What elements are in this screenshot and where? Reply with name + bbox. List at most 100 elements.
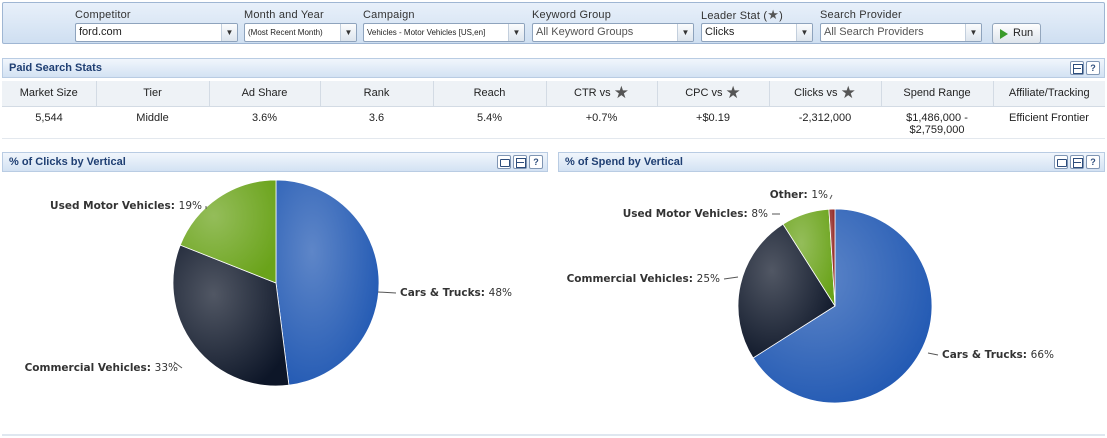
pie-label-commercial-vehicles: Commercial Vehicles: 25% (567, 273, 720, 285)
run-button[interactable]: Run (992, 23, 1041, 44)
spend-by-vertical-pie-chart: Cars & Trucks: 66% Commercial Vehicles: 2… (567, 189, 1054, 404)
star-icon: ★ (725, 83, 741, 103)
pie-label-name: Used Motor Vehicles: (50, 200, 179, 212)
column-header[interactable]: Market Size (2, 81, 97, 107)
pie-slice-commercial-vehicles[interactable] (737, 223, 836, 359)
leader-stat-label-end: ) (779, 10, 783, 22)
table-row: 5,544 Middle 3.6% 3.6 5.4% +0.7% +$0.19 … (2, 106, 1105, 139)
pie-slice-other[interactable] (828, 208, 836, 307)
star-icon: ★ (767, 7, 780, 22)
column-header[interactable]: Reach (433, 81, 547, 107)
leader-line (829, 194, 833, 200)
chevron-down-icon[interactable]: ▼ (508, 24, 524, 41)
competitor-select[interactable]: ford.com ▼ (75, 23, 238, 42)
table-cell: 3.6% (209, 106, 320, 139)
panel-tools: ? (1070, 61, 1100, 75)
column-header-cpc[interactable]: CPC vs ★ (657, 81, 770, 107)
panel-tools: ? (1054, 155, 1100, 169)
month-year-label: Month and Year (244, 9, 324, 21)
spend-by-vertical-header: % of Spend by Vertical ? (558, 152, 1105, 172)
campaign-value: Vehicles - Motor Vehicles [US,en] (367, 28, 486, 37)
column-header-ctr[interactable]: CTR vs ★ (546, 81, 658, 107)
pie-label-name: Commercial Vehicles: (25, 362, 155, 374)
pie-label-other: Other: 1% (770, 189, 828, 201)
help-icon[interactable]: ? (1086, 61, 1100, 75)
help-icon[interactable]: ? (529, 155, 543, 169)
pie-label-cars-and-trucks: Cars & Trucks: 66% (942, 349, 1054, 361)
panel-tools: ? (497, 155, 543, 169)
table-cell: 5.4% (433, 106, 546, 139)
pie-slice-used-motor-vehicles[interactable] (179, 179, 277, 284)
leader-stat-value: Clicks (705, 26, 735, 38)
pie-label-used-motor-vehicles: Used Motor Vehicles: 8% (623, 208, 768, 220)
pie-slice-cars-and-trucks[interactable] (275, 179, 380, 386)
chevron-down-icon[interactable]: ▼ (796, 24, 812, 41)
column-header[interactable]: Spend Range (881, 81, 994, 107)
pie-label-name: Used Motor Vehicles: (623, 208, 752, 220)
column-header[interactable]: Ad Share (209, 81, 321, 107)
leader-stat-filter: Leader Stat (★) Clicks ▼ (701, 8, 813, 42)
chevron-down-icon[interactable]: ▼ (221, 24, 237, 41)
table-cell: 3.6 (320, 106, 433, 139)
leader-line (927, 352, 939, 356)
pie-slice-cars-and-trucks[interactable] (752, 208, 933, 404)
pie-label-name: Commercial Vehicles: (567, 273, 697, 285)
campaign-filter: Campaign Vehicles - Motor Vehicles [US,e… (363, 8, 525, 42)
table-cell: 5,544 (2, 106, 96, 139)
competitor-label: Competitor (75, 9, 131, 21)
spend-range-line2: $2,759,000 (909, 123, 965, 136)
keyword-group-value: All Keyword Groups (536, 26, 634, 38)
search-provider-value: All Search Providers (824, 26, 924, 38)
pie-label-name: Other: (770, 189, 812, 201)
pie-label-cars-and-trucks: Cars & Trucks: 48% (400, 287, 512, 299)
filter-bar: Competitor ford.com ▼ Month and Year (Mo… (2, 2, 1105, 44)
panel-title: % of Spend by Vertical (565, 156, 683, 168)
leader-stat-select[interactable]: Clicks ▼ (701, 23, 813, 42)
table-cell: -2,312,000 (769, 106, 881, 139)
panel-title: Paid Search Stats (9, 62, 102, 74)
print-icon[interactable] (497, 155, 511, 169)
run-label: Run (1013, 27, 1034, 39)
print-icon[interactable] (1054, 155, 1068, 169)
keyword-group-filter: Keyword Group All Keyword Groups ▼ (532, 8, 694, 42)
pie-label-percent: 25% (697, 273, 720, 285)
pie-slice-commercial-vehicles[interactable] (172, 244, 290, 387)
table-icon[interactable] (1070, 61, 1084, 75)
column-header-clicks[interactable]: Clicks vs ★ (769, 81, 882, 107)
help-icon[interactable]: ? (1086, 155, 1100, 169)
paid-search-stats-header: Paid Search Stats ? (2, 58, 1105, 78)
month-year-value: (Most Recent Month) (248, 28, 323, 37)
chevron-down-icon[interactable]: ▼ (677, 24, 693, 41)
divider (2, 434, 1105, 436)
pie-label-percent: 1% (811, 189, 828, 201)
table-cell-spend-range: $1,486,000 - $2,759,000 (881, 106, 993, 139)
table-header-row: Market Size Tier Ad Share Rank Reach CTR… (2, 81, 1105, 107)
play-icon (1000, 29, 1008, 39)
paid-search-stats-table: Market Size Tier Ad Share Rank Reach CTR… (2, 81, 1105, 139)
month-year-filter: Month and Year (Most Recent Month) ▼ (244, 8, 357, 42)
leader-line (173, 361, 183, 369)
clicks-by-vertical-pie-chart: Cars & Trucks: 48% Commercial Vehicles: 3… (25, 179, 512, 387)
table-icon[interactable] (1070, 155, 1084, 169)
search-provider-select[interactable]: All Search Providers ▼ (820, 23, 982, 42)
campaign-label: Campaign (363, 9, 415, 21)
pie-label-name: Cars & Trucks: (942, 349, 1031, 361)
clicks-by-vertical-header: % of Clicks by Vertical ? (2, 152, 548, 172)
pie-label-name: Cars & Trucks: (400, 287, 489, 299)
leader-stat-label: Leader Stat (★) (701, 7, 813, 23)
chevron-down-icon[interactable]: ▼ (965, 24, 981, 41)
month-year-select[interactable]: (Most Recent Month) ▼ (244, 23, 357, 42)
campaign-select[interactable]: Vehicles - Motor Vehicles [US,en] ▼ (363, 23, 525, 42)
pie-label-percent: 19% (179, 200, 202, 212)
keyword-group-select[interactable]: All Keyword Groups ▼ (532, 23, 694, 42)
table-cell: Middle (96, 106, 209, 139)
chevron-down-icon[interactable]: ▼ (340, 24, 356, 41)
competitor-filter: Competitor ford.com ▼ (75, 8, 238, 42)
spend-range-line1: $1,486,000 - (906, 111, 968, 124)
column-header-label: Clicks vs (794, 87, 838, 100)
column-header[interactable]: Tier (96, 81, 210, 107)
column-header[interactable]: Affiliate/Tracking (993, 81, 1105, 107)
table-icon[interactable] (513, 155, 527, 169)
column-header[interactable]: Rank (320, 81, 434, 107)
table-cell: +0.7% (546, 106, 657, 139)
